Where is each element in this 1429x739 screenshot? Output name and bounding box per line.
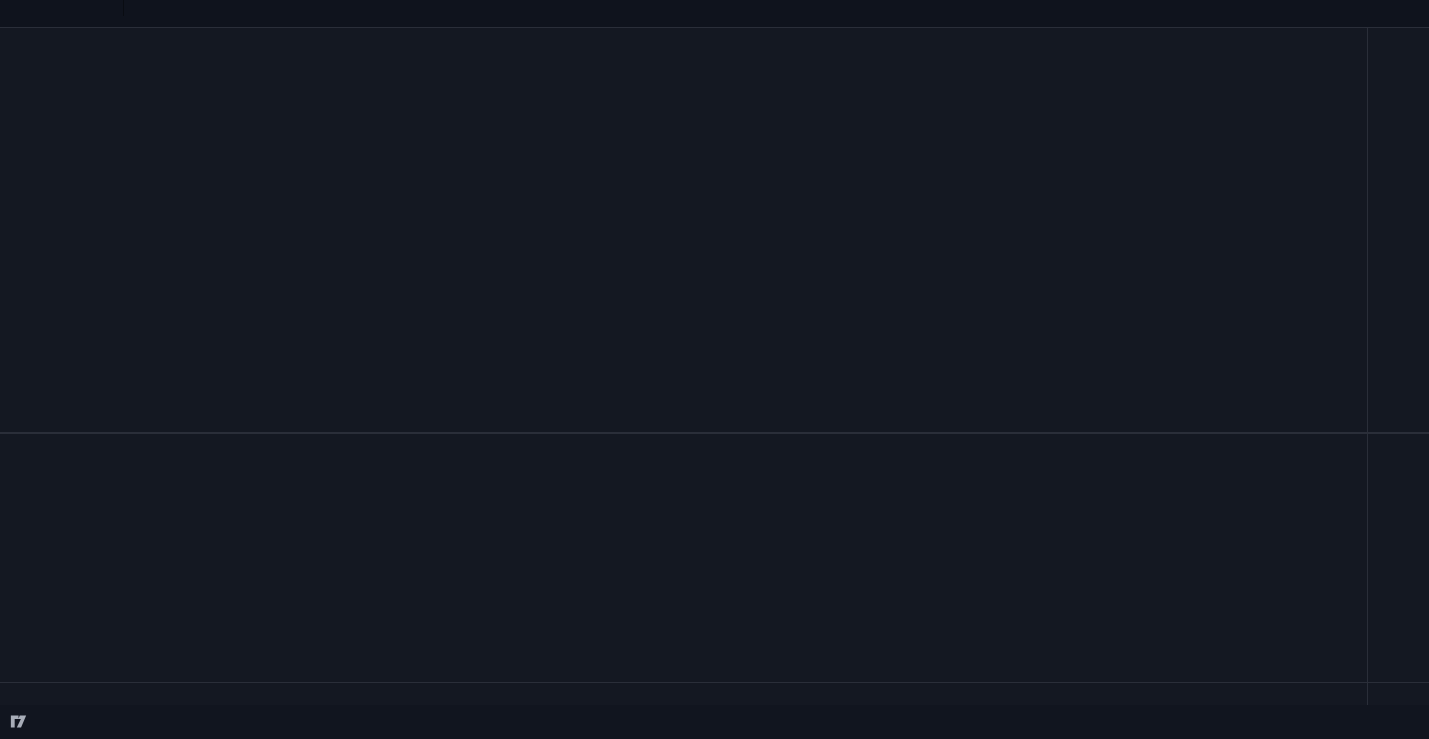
bottom-toolbar [0,705,1429,739]
price-scale-divider [1367,27,1368,705]
topbar-divider [0,27,1429,28]
bottom-spread-panel[interactable] [0,434,1367,682]
top-price-panel[interactable] [0,27,1367,432]
tradingview-logo-icon [10,715,27,728]
spread-label-name [0,0,124,16]
attribution-bar [0,0,1429,27]
spread-price-label [0,0,169,16]
symbol-legend[interactable] [14,34,24,48]
panel-divider[interactable] [0,432,1429,434]
spread-label-value [124,0,169,16]
tradingview-logo[interactable] [10,713,33,730]
time-axis-divider [0,682,1429,683]
